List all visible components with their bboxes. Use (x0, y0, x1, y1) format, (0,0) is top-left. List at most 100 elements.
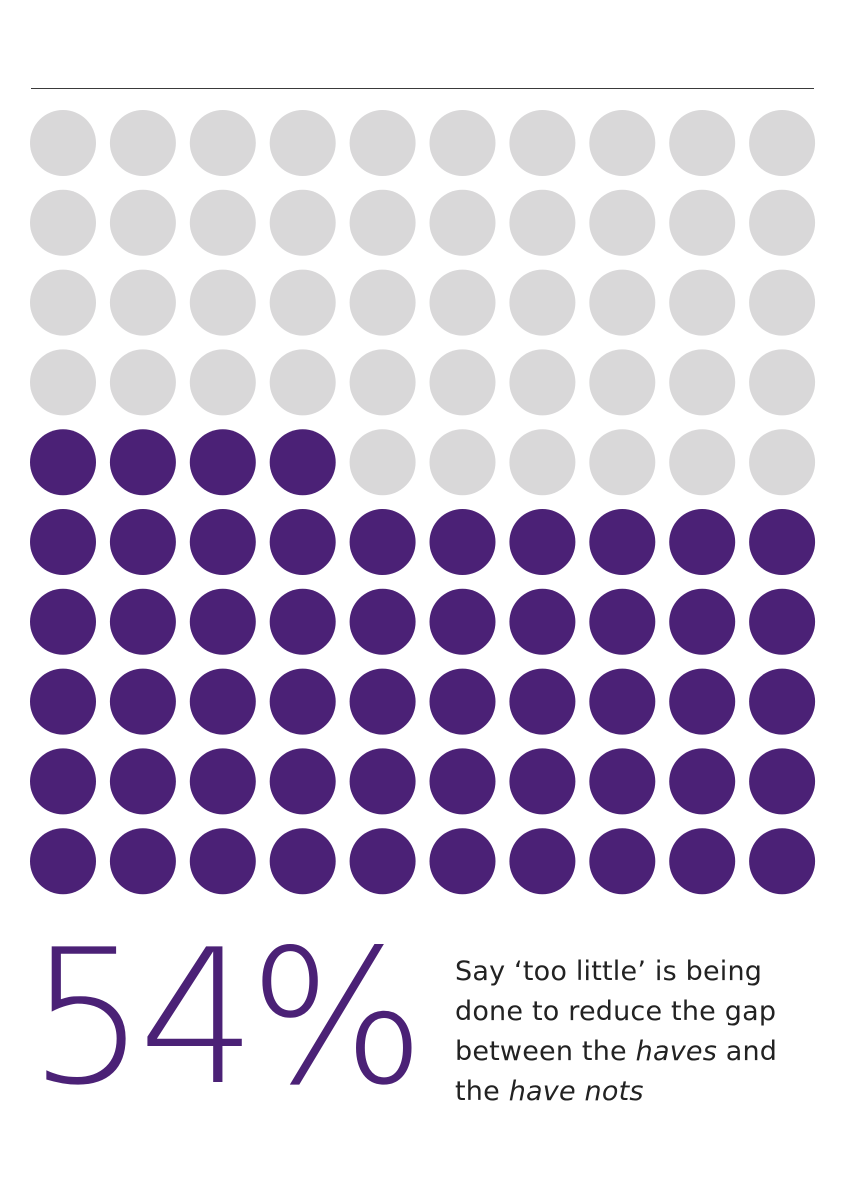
waffle-dot-highlighted (109, 588, 176, 655)
waffle-dot-highlighted (189, 588, 256, 655)
waffle-dot-highlighted (429, 588, 496, 655)
waffle-dot-base (589, 189, 656, 256)
waffle-dot-highlighted (269, 588, 336, 655)
waffle-dot-base (30, 189, 96, 256)
waffle-chart (30, 110, 816, 895)
waffle-dot-highlighted (349, 748, 416, 815)
waffle-dot-highlighted (749, 588, 816, 655)
waffle-dot-highlighted (189, 828, 256, 895)
waffle-dot-highlighted (30, 748, 96, 815)
waffle-dot-highlighted (109, 509, 176, 575)
waffle-dot-highlighted (349, 668, 416, 735)
waffle-dot-highlighted (509, 748, 576, 815)
caption-line-2: done to reduce the gap (455, 996, 777, 1027)
waffle-dot-highlighted (509, 828, 576, 895)
waffle-dot-base (349, 189, 416, 256)
waffle-dot-highlighted (669, 668, 736, 735)
waffle-dot-base (749, 189, 816, 256)
waffle-dot-highlighted (669, 509, 736, 575)
waffle-dot-base (429, 110, 496, 176)
waffle-dot-highlighted (509, 509, 576, 575)
waffle-dot-highlighted (749, 828, 816, 895)
waffle-dot-highlighted (749, 668, 816, 735)
waffle-dot-highlighted (589, 748, 656, 815)
stat-percentage: 54% (28, 909, 425, 1126)
waffle-dot-highlighted (109, 828, 176, 895)
waffle-dot-base (349, 110, 416, 176)
waffle-dot-highlighted (109, 429, 176, 496)
waffle-dot-base (109, 189, 176, 256)
waffle-dot-base (589, 349, 656, 416)
waffle-dot-base (669, 110, 736, 176)
waffle-dot-base (429, 349, 496, 416)
waffle-dot-highlighted (269, 509, 336, 575)
waffle-dot-base (30, 110, 96, 176)
top-divider-rule (31, 88, 814, 89)
waffle-dot-highlighted (349, 828, 416, 895)
waffle-dot-highlighted (189, 748, 256, 815)
waffle-dot-highlighted (589, 828, 656, 895)
waffle-dot-highlighted (669, 828, 736, 895)
waffle-dot-highlighted (429, 509, 496, 575)
waffle-dot-base (189, 110, 256, 176)
waffle-dot-base (269, 110, 336, 176)
caption-line-4-pre: the (455, 1076, 509, 1107)
waffle-dot-base (669, 189, 736, 256)
waffle-dot-highlighted (30, 509, 96, 575)
waffle-dot-highlighted (269, 668, 336, 735)
waffle-dot-highlighted (429, 748, 496, 815)
waffle-dot-base (749, 349, 816, 416)
waffle-dot-base (509, 189, 576, 256)
caption-have-nots: have nots (508, 1076, 644, 1107)
waffle-dot-highlighted (589, 509, 656, 575)
waffle-dot-highlighted (269, 429, 336, 496)
waffle-dot-highlighted (269, 748, 336, 815)
waffle-dot-highlighted (30, 588, 96, 655)
waffle-dot-highlighted (30, 429, 96, 496)
waffle-dot-base (109, 349, 176, 416)
waffle-dot-highlighted (429, 828, 496, 895)
caption-line-1: Say ‘too little’ is being (455, 956, 763, 987)
waffle-dot-base (189, 189, 256, 256)
waffle-dot-base (749, 429, 816, 496)
waffle-dot-highlighted (669, 748, 736, 815)
waffle-dot-highlighted (589, 668, 656, 735)
waffle-dot-base (589, 429, 656, 496)
waffle-dot-highlighted (30, 668, 96, 735)
waffle-dot-base (589, 110, 656, 176)
waffle-dot-base (30, 349, 96, 416)
waffle-dot-highlighted (509, 668, 576, 735)
waffle-dot-highlighted (589, 588, 656, 655)
waffle-dot-base (269, 269, 336, 336)
waffle-dot-base (749, 269, 816, 336)
caption-line-3-pre: between the (455, 1036, 636, 1067)
waffle-dot-base (509, 110, 576, 176)
waffle-dot-highlighted (189, 509, 256, 575)
waffle-dot-base (509, 349, 576, 416)
waffle-dot-base (349, 429, 416, 496)
waffle-dot-base (669, 349, 736, 416)
caption-line-3-post: and (716, 1036, 778, 1067)
waffle-dot-base (269, 349, 336, 416)
waffle-dot-highlighted (109, 668, 176, 735)
waffle-dot-highlighted (749, 748, 816, 815)
waffle-dot-highlighted (30, 828, 96, 895)
waffle-dot-base (589, 269, 656, 336)
waffle-dot-base (349, 269, 416, 336)
stat-caption: Say ‘too little’ is being done to reduce… (455, 952, 825, 1112)
waffle-dot-base (749, 110, 816, 176)
waffle-dot-base (189, 269, 256, 336)
waffle-dot-highlighted (429, 668, 496, 735)
waffle-dot-base (509, 429, 576, 496)
waffle-dot-base (30, 269, 96, 336)
waffle-dot-base (669, 269, 736, 336)
waffle-dot-highlighted (509, 588, 576, 655)
waffle-dot-highlighted (269, 828, 336, 895)
waffle-dot-base (189, 349, 256, 416)
waffle-dot-base (269, 189, 336, 256)
waffle-dot-base (509, 269, 576, 336)
waffle-dot-base (349, 349, 416, 416)
waffle-dot-base (429, 269, 496, 336)
waffle-dot-highlighted (349, 588, 416, 655)
waffle-dot-highlighted (189, 429, 256, 496)
